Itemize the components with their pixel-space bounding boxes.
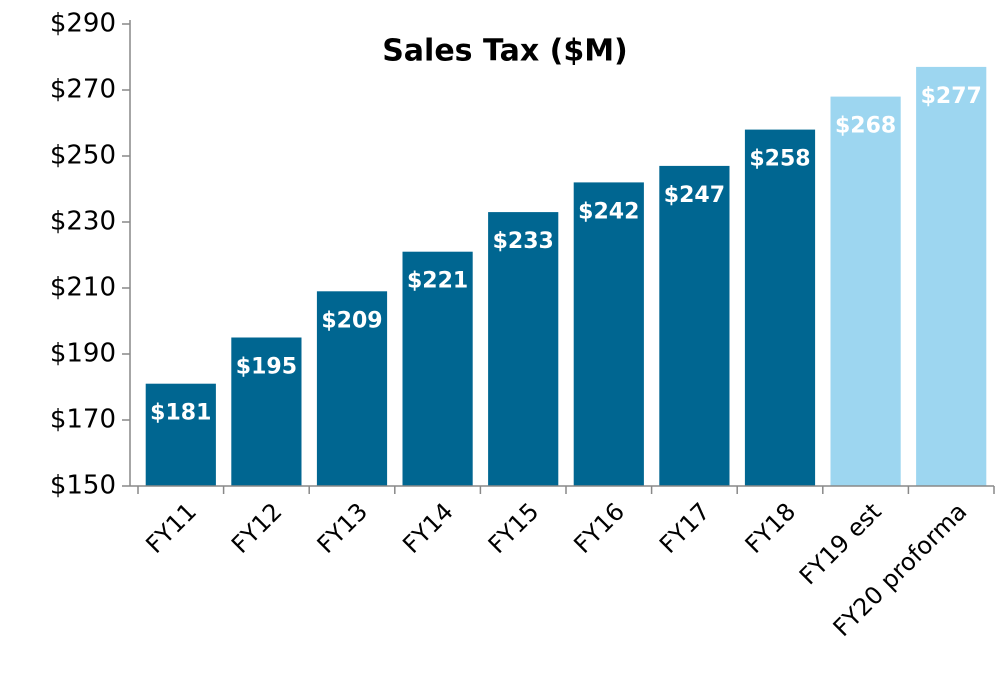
x-tick-label: FY15: [483, 497, 545, 559]
value-label: $181: [150, 401, 211, 426]
x-tick-label: FY13: [312, 497, 374, 559]
bar: [659, 165, 730, 486]
bar: [316, 291, 388, 486]
y-tick-label: $150: [50, 471, 116, 501]
value-label: $277: [921, 84, 982, 109]
y-tick-label: $270: [50, 75, 116, 105]
y-tick-label: $230: [50, 207, 116, 237]
bar: [744, 129, 816, 486]
x-tick-label: FY17: [654, 497, 716, 559]
y-tick-label: $190: [50, 339, 116, 369]
value-label: $268: [835, 114, 896, 139]
x-tick-label: FY11: [140, 497, 202, 559]
bar: [830, 96, 901, 486]
value-label: $233: [493, 229, 554, 254]
y-tick-label: $250: [50, 141, 116, 171]
x-tick-label: FY18: [740, 497, 802, 559]
value-label: $242: [578, 199, 639, 224]
y-tick-label: $170: [50, 405, 116, 435]
x-tick-label: FY14: [397, 497, 459, 559]
bar: [145, 383, 216, 486]
x-tick-label: FY12: [226, 497, 288, 559]
bar: [402, 251, 473, 486]
bar: [488, 212, 559, 486]
bar: [231, 337, 302, 486]
value-label: $209: [321, 308, 382, 333]
chart-title: Sales Tax ($M): [382, 34, 628, 69]
bar: [573, 182, 644, 486]
value-label: $247: [664, 183, 725, 208]
bar: [916, 66, 987, 487]
y-tick-label: $290: [50, 9, 116, 39]
value-label: $258: [749, 147, 810, 172]
y-tick-label: $210: [50, 273, 116, 303]
value-label: $195: [236, 355, 297, 380]
x-tick-label: FY16: [568, 497, 630, 559]
value-label: $221: [407, 269, 468, 294]
